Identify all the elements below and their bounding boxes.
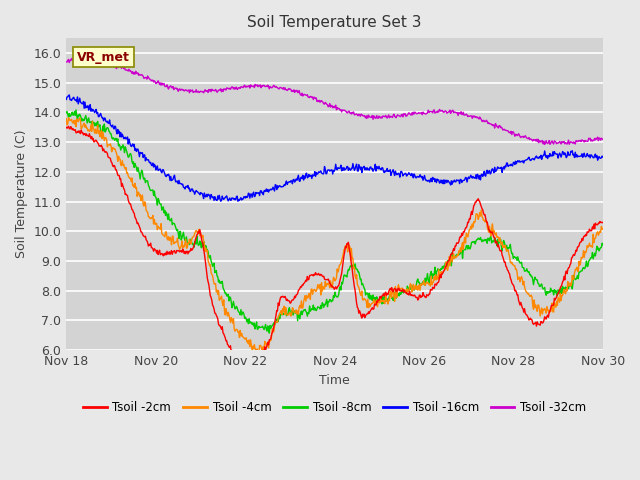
- Legend: Tsoil -2cm, Tsoil -4cm, Tsoil -8cm, Tsoil -16cm, Tsoil -32cm: Tsoil -2cm, Tsoil -4cm, Tsoil -8cm, Tsoi…: [78, 396, 591, 419]
- Y-axis label: Soil Temperature (C): Soil Temperature (C): [15, 130, 28, 258]
- X-axis label: Time: Time: [319, 373, 350, 386]
- Title: Soil Temperature Set 3: Soil Temperature Set 3: [247, 15, 422, 30]
- Text: VR_met: VR_met: [77, 50, 130, 63]
